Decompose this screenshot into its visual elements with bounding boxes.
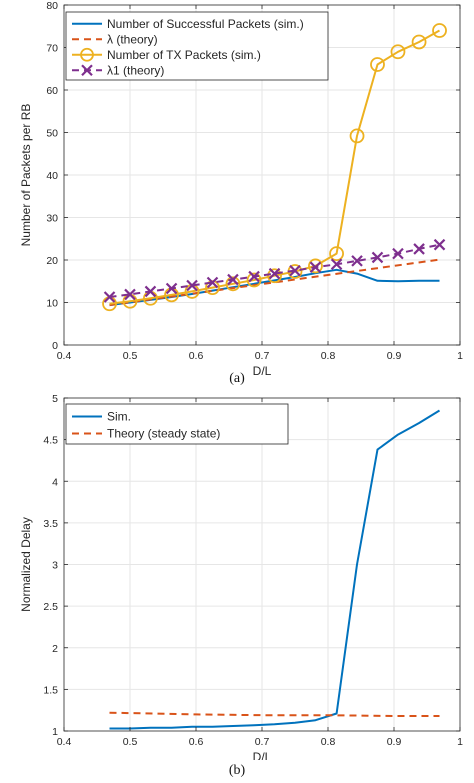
x-tick-label: 0.5 xyxy=(123,736,138,748)
data-point-circle xyxy=(308,258,323,274)
data-point-circle xyxy=(390,44,406,60)
y-tick-label: 20 xyxy=(46,255,58,267)
y-tick-label: 3 xyxy=(52,560,58,572)
y-tick-label: 80 xyxy=(46,0,58,12)
legend-label: Sim. xyxy=(107,410,131,424)
figure-svg: 0.4 0.5 0.6 0.7 0.8 0.9 101020304050607080D/LN… xyxy=(19,0,463,764)
data-point-circle xyxy=(432,23,447,38)
data-point-x xyxy=(165,282,178,295)
legend-label: λ (theory) xyxy=(107,32,158,46)
y-tick-label: 10 xyxy=(46,298,58,310)
data-point-x xyxy=(289,264,301,277)
legend-swatch-x xyxy=(81,64,93,77)
y-tick-label: 0 xyxy=(52,340,58,352)
legend-label: λ1 (theory) xyxy=(107,63,164,77)
x-tick-label: 0.6 xyxy=(189,350,204,362)
data-point-x xyxy=(330,258,343,271)
x-tick-label: 0.7 xyxy=(255,350,270,362)
data-point-x xyxy=(413,243,425,255)
data-point-x xyxy=(371,251,384,264)
data-point-x xyxy=(124,288,136,301)
legend-label: Theory (steady state) xyxy=(107,427,220,441)
y-tick-label: 1 xyxy=(52,726,58,738)
x-tick-label: 0.9 xyxy=(387,736,402,748)
legend-label: Number of Successful Packets (sim.) xyxy=(107,17,304,31)
y-axis-label: Normalized Delay xyxy=(19,517,33,612)
y-tick-label: 4 xyxy=(52,476,58,488)
y-tick-label: 30 xyxy=(46,213,58,225)
x-tick-label: 0.9 xyxy=(387,350,402,362)
y-tick-label: 40 xyxy=(46,170,58,182)
caption-a: (a) xyxy=(229,371,245,386)
caption-b: (b) xyxy=(228,763,246,778)
x-tick-label: 0.4 xyxy=(57,350,72,362)
chart-a: 0.4 0.5 0.6 0.7 0.8 0.9 101020304050607080D/LN… xyxy=(19,0,463,378)
x-axis-label: D/L xyxy=(253,364,272,378)
y-tick-label: 2 xyxy=(52,643,58,655)
data-point-x xyxy=(433,238,446,251)
series-line-0-3 xyxy=(109,243,440,298)
series-line-1-1 xyxy=(109,711,440,717)
y-axis-label: Number of Packets per RB xyxy=(19,104,33,247)
data-point-x xyxy=(392,247,404,260)
data-point-circle xyxy=(349,128,365,144)
data-point-x xyxy=(144,285,157,298)
legend-box xyxy=(65,403,289,445)
data-point-x xyxy=(186,279,198,292)
legend-label: Number of TX Packets (sim.) xyxy=(107,48,261,62)
chart-b: 0.4 0.5 0.6 0.7 0.8 0.9 1 1 1.5 2 2.5 3 3.5 4 4.5 5 D/L N… xyxy=(19,393,463,764)
y-tick-label: 1.5 xyxy=(43,684,58,696)
y-tick-label: 60 xyxy=(46,85,58,97)
y-tick-label: 50 xyxy=(46,128,58,140)
x-tick-label: 0.4 xyxy=(57,736,72,748)
x-tick-label: 1 xyxy=(457,736,463,748)
series-line-0-0 xyxy=(109,268,440,307)
data-point-x xyxy=(351,255,363,267)
data-point-circle xyxy=(246,272,262,288)
x-tick-label: 0.7 xyxy=(255,736,270,748)
y-tick-label: 4.5 xyxy=(43,435,58,447)
data-point-x xyxy=(309,261,322,274)
data-point-x xyxy=(103,291,116,303)
series-line-0-1 xyxy=(109,258,440,307)
x-tick-label: 1 xyxy=(457,350,463,362)
legend-box xyxy=(65,11,329,81)
y-tick-label: 3.5 xyxy=(43,518,58,530)
x-tick-label: 0.6 xyxy=(189,736,204,748)
y-tick-label: 5 xyxy=(52,393,58,405)
x-tick-label: 0.8 xyxy=(321,350,336,362)
data-point-circle xyxy=(225,276,241,292)
x-tick-label: 0.5 xyxy=(123,350,138,362)
data-point-x xyxy=(206,276,219,289)
data-point-circle xyxy=(267,268,282,284)
series-line-1-0 xyxy=(109,409,441,730)
y-tick-label: 70 xyxy=(46,43,58,55)
x-tick-label: 0.8 xyxy=(321,736,336,748)
x-axis-label: D/L xyxy=(253,750,272,760)
legend-swatch-circle xyxy=(80,47,94,62)
data-point-circle xyxy=(411,34,427,50)
data-point-circle xyxy=(329,246,344,262)
y-tick-label: 2.5 xyxy=(43,601,58,613)
data-point-x xyxy=(268,267,281,280)
data-point-x xyxy=(248,270,260,283)
data-point-x xyxy=(227,273,239,286)
data-point-circle xyxy=(370,57,385,72)
